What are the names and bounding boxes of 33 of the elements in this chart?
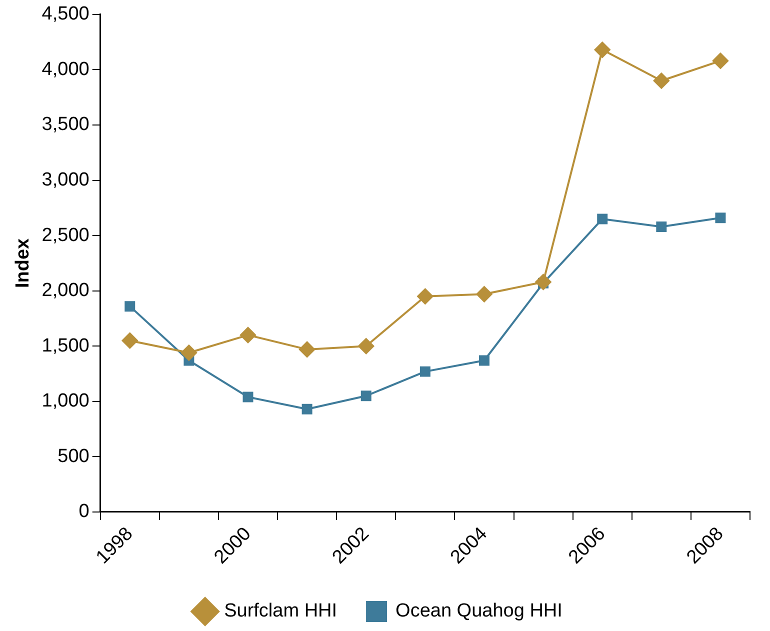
point [653, 72, 670, 89]
point [656, 221, 667, 232]
point [180, 344, 197, 361]
y-tick-label: 1,000 [42, 390, 90, 412]
legend-label: Surfclam HHI [224, 600, 338, 622]
y-tick-label: 3,000 [42, 170, 90, 190]
point [360, 390, 372, 402]
point [594, 42, 610, 58]
point [476, 286, 492, 302]
point [535, 274, 552, 290]
y-tick-label: 4,500 [42, 4, 90, 25]
legend-label: Ocean Quahog HHI [396, 600, 562, 622]
y-tick-label: 2,000 [42, 280, 90, 302]
point [420, 366, 430, 377]
point [240, 327, 256, 344]
point [299, 341, 316, 358]
point [302, 404, 312, 414]
y-tick-label: 3,500 [42, 114, 90, 136]
y-tick-label: 2,500 [42, 224, 90, 246]
y-tick-label: 4,000 [42, 58, 90, 80]
point [358, 338, 374, 354]
point [712, 52, 728, 69]
y-tick-label: 0 [78, 501, 90, 522]
point [417, 288, 434, 304]
point [715, 212, 726, 224]
point [478, 355, 490, 366]
y-axis-title: Index [12, 238, 34, 288]
point [597, 214, 608, 224]
y-tick-label: 1,500 [42, 335, 90, 356]
point [242, 392, 254, 402]
y-tick-label: 500 [58, 446, 90, 467]
point [124, 301, 136, 312]
point [122, 332, 138, 349]
